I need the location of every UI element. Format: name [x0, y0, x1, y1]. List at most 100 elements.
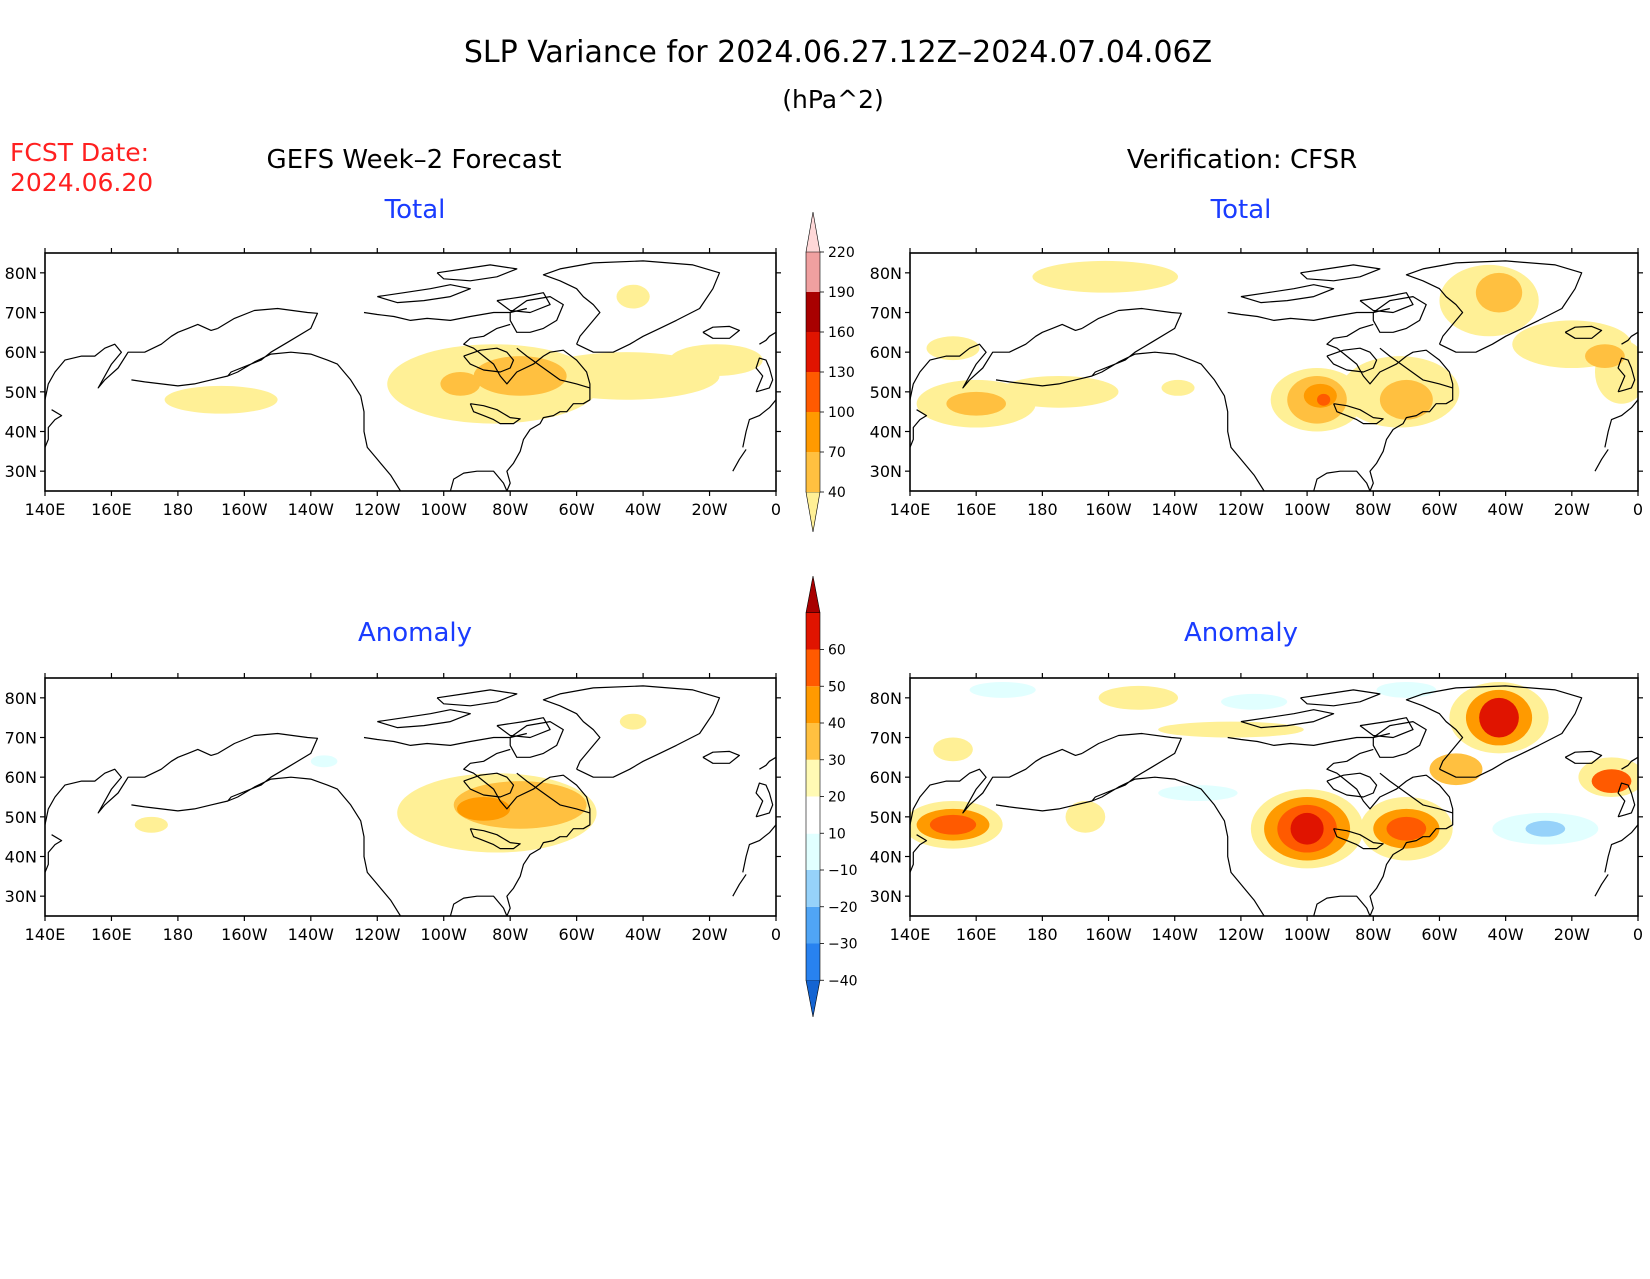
coastline-britain — [1617, 782, 1636, 818]
colorbar-label: −10 — [828, 863, 858, 879]
coastline-iceland — [1564, 325, 1603, 339]
lon-label: 180 — [163, 925, 194, 944]
shaded-region — [999, 375, 1119, 408]
colorbar-label: 10 — [828, 826, 846, 842]
colorbar-segment — [806, 723, 820, 760]
shaded-region — [1032, 260, 1179, 293]
lat-label: 40N — [5, 848, 37, 867]
colorbar-segment — [806, 612, 820, 650]
colorbar-label: 50 — [828, 679, 846, 695]
shaded-region — [619, 713, 647, 730]
coastline-baffin — [1372, 721, 1427, 758]
coastline-europe — [742, 824, 776, 873]
lat-label: 70N — [5, 304, 37, 323]
shaded-region — [1591, 769, 1632, 794]
lon-label: 140E — [890, 500, 931, 519]
lon-label: 180 — [1027, 500, 1058, 519]
colorbar-label: 220 — [828, 245, 855, 261]
lon-label: 100W — [421, 925, 468, 944]
colorbar-label: 70 — [828, 445, 846, 461]
map-shading — [134, 713, 647, 853]
coastline-mexico_gulf — [1313, 748, 1454, 916]
colorbar-segment — [806, 943, 820, 981]
colorbar-label: 20 — [828, 790, 846, 806]
colorbar-label: 40 — [828, 716, 846, 732]
coastline-iceland — [702, 325, 740, 339]
lon-label: 120W — [1218, 925, 1265, 944]
coastline-kamchatka — [45, 748, 218, 825]
lon-label: 140W — [288, 925, 335, 944]
coastline-europe — [742, 399, 776, 448]
colorbar-label: 100 — [828, 405, 855, 421]
lat-label: 50N — [870, 383, 902, 402]
coastline-greatlakes — [1333, 403, 1384, 425]
coastlines — [910, 685, 1638, 916]
shaded-region — [1290, 812, 1324, 845]
shaded-region — [310, 755, 338, 768]
lon-label: 140E — [890, 925, 931, 944]
shaded-region — [134, 816, 168, 833]
coastline-europe — [1604, 399, 1638, 448]
shaded-region — [929, 814, 977, 835]
gefs-anomaly-label: Anomaly — [358, 618, 472, 648]
shaded-region — [457, 797, 511, 821]
lon-label: 0 — [771, 925, 781, 944]
lat-label: 30N — [5, 462, 37, 481]
figure-title: SLP Variance for 2024.06.27.12Z–2024.07.… — [464, 35, 1212, 70]
lon-label: 100W — [421, 500, 468, 519]
coastline-alaska — [217, 732, 402, 916]
colorbar-segment — [806, 686, 820, 723]
shaded-region — [1429, 753, 1483, 786]
coastline-canada_arctic — [363, 307, 527, 321]
coastline-baffin — [509, 721, 564, 758]
shaded-region — [969, 681, 1036, 698]
coastline-arch3 — [1359, 292, 1414, 314]
coastline-africa — [732, 449, 747, 472]
lon-label: 60W — [1421, 925, 1457, 944]
coastline-norway — [759, 756, 776, 770]
coastline-greenland — [542, 260, 721, 353]
coastline-aleutian — [995, 800, 1093, 812]
left-column-header: GEFS Week–2 Forecast — [267, 145, 562, 175]
colorbar-label: 40 — [828, 485, 846, 501]
coastline-japan — [910, 409, 928, 448]
lon-label: 140W — [1152, 500, 1199, 519]
coastline-britain — [755, 782, 774, 818]
lon-label: 40W — [625, 500, 661, 519]
lat-label: 40N — [870, 848, 902, 867]
coastline-arch2 — [436, 689, 518, 707]
coastline-greatlakes — [469, 403, 521, 425]
cfsr-total-label: Total — [1210, 195, 1272, 225]
shaded-region — [616, 284, 650, 309]
lon-label: 0 — [771, 500, 781, 519]
coastline-greatlakes — [469, 828, 521, 850]
coastline-africa — [732, 874, 747, 897]
coastline-labrador — [1379, 347, 1453, 389]
map-frame — [44, 252, 777, 492]
coastline-arch2 — [1300, 689, 1381, 707]
shaded-region — [1317, 393, 1331, 406]
shaded-region — [926, 336, 980, 361]
map-shading — [910, 681, 1638, 869]
colorbar-segment — [805, 211, 821, 253]
coastline-kamchatka — [45, 323, 218, 400]
lon-label: 160E — [956, 500, 997, 519]
coastline-baffin — [509, 296, 564, 333]
map-panel-gefs-total: 80N 70N 60N 50N 40N 30N 140E 160E 180 160W 140W 120… — [5, 248, 781, 519]
shaded-region — [1479, 697, 1519, 738]
lon-label: 60W — [559, 500, 595, 519]
coastline-hudson — [463, 347, 515, 373]
anomaly-colorbar: −40 −30 −20 −10 10 20 30 40 50 60 — [805, 575, 858, 1018]
colorbar-segment — [806, 906, 820, 944]
lon-label: 40W — [1488, 500, 1524, 519]
lat-label: 30N — [870, 887, 902, 906]
lat-label: 70N — [870, 304, 902, 323]
coastline-greatlakes — [1333, 828, 1384, 850]
coastline-mexico_gulf — [449, 748, 591, 916]
lat-label: 30N — [5, 887, 37, 906]
coastline-canada_arctic — [363, 732, 527, 746]
colorbar-label: 30 — [828, 753, 846, 769]
colorbar-segment — [805, 979, 821, 1018]
lat-label: 60N — [5, 768, 37, 787]
coastline-africa — [1594, 874, 1609, 897]
